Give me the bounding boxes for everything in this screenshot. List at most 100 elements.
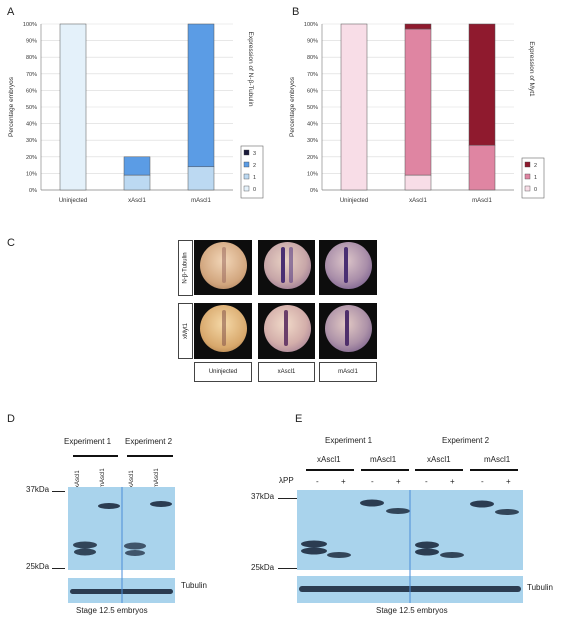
e-group-bar-2 — [361, 469, 409, 471]
d-lane-mascl1-2: mAscl1 — [154, 468, 160, 488]
chart-b-legend-swatch-0 — [524, 185, 531, 192]
chart-a-y-axis-label: Percentage embryos — [8, 76, 15, 137]
e-treatment-2: + — [341, 477, 346, 486]
chart-b-xtick-label: mAscl1 — [472, 198, 492, 204]
e-group-bar-3 — [415, 469, 463, 471]
chart-a-bar-mAscl1-series-1 — [187, 166, 215, 191]
chart-b-ytick-label: 90% — [307, 39, 318, 45]
d-caption: Stage 12.5 embryos — [76, 606, 148, 615]
chart-b-legend-label-0: 0 — [534, 187, 537, 193]
chart-a-legend-swatch-1 — [243, 173, 250, 180]
d-lane-xascl1-1: xAscl1 — [75, 470, 81, 488]
col-label-uninjected: Uninjected — [194, 362, 252, 382]
chart-b-legend-label-1: 1 — [534, 175, 537, 181]
e-group-xascl1-2: xAscl1 — [427, 455, 451, 464]
chart-a-legend-label-1: 1 — [253, 175, 256, 181]
chart-a-legend-label-0: 0 — [253, 187, 256, 193]
e-treatment-4: + — [396, 477, 401, 486]
chart-b-xtick-label: Uninjected — [340, 198, 368, 204]
chart-a-bar-xAscl1-series-2 — [123, 156, 151, 176]
chart-a-legend-label-3: 3 — [253, 151, 256, 157]
chart-a-ytick-label: 50% — [26, 105, 37, 111]
chart-b-ytick-label: 40% — [307, 122, 318, 128]
panel-label-a: A — [7, 6, 15, 18]
chart-b-ytick-label: 30% — [307, 138, 318, 144]
chart-b-ytick-label: 20% — [307, 155, 318, 161]
chart-b-legend-swatch-1 — [524, 173, 531, 180]
chart-a-legend-box — [240, 145, 264, 199]
chart-b-myt1: 0% 10% 20% 30% 40% 50% 60% 70% 80% 90% 100% Percent… — [289, 22, 545, 204]
row-label-xmyt1: xMyt1 — [182, 322, 189, 340]
d-lane-xascl1-2: xAscl1 — [129, 470, 135, 488]
e-treatment-7: - — [481, 477, 484, 486]
chart-b-xtick-label: xAscl1 — [409, 198, 427, 204]
d-experiment-1-label: Experiment 1 — [64, 437, 112, 446]
chart-a-xtick-label: mAscl1 — [191, 198, 211, 204]
chart-b-legend-label-2: 2 — [534, 163, 537, 169]
embryo-myt1-mascl1 — [319, 303, 377, 359]
chart-a-ytick-label: 80% — [26, 55, 37, 61]
chart-a-ytick-label: 40% — [26, 122, 37, 128]
e-treatment-3: - — [371, 477, 374, 486]
chart-b-ytick-label: 80% — [307, 55, 318, 61]
chart-a-legend-swatch-0 — [243, 185, 250, 192]
e-marker-25kda: 25kDa — [251, 563, 275, 572]
d-marker-37kda: 37kDa — [26, 485, 50, 494]
chart-a-legend-title: Expression of N-β-Tubulin — [247, 31, 254, 106]
e-group-bar-1 — [306, 469, 354, 471]
chart-a-bar-Uninjected-series-0 — [59, 23, 87, 191]
embryo-tubulin-mascl1 — [319, 240, 377, 295]
d-experiment-1-bar — [73, 455, 118, 457]
chart-b-bar-mAscl1-series-2 — [468, 23, 496, 146]
e-treatment-1: - — [316, 477, 319, 486]
e-blot-membrane — [297, 490, 523, 603]
chart-a-xtick-label: xAscl1 — [128, 198, 146, 204]
col-label-mascl1: mAscl1 — [319, 362, 377, 382]
e-experiment-1-label: Experiment 1 — [325, 436, 373, 445]
chart-b-legend-title: Expression of Myt1 — [528, 41, 535, 97]
e-treatment-5: - — [425, 477, 428, 486]
d-lane-mascl1-1: mAscl1 — [100, 468, 106, 488]
d-marker-25kda-tick — [52, 568, 65, 569]
chart-a-legend-swatch-3 — [243, 149, 250, 156]
chart-a-xtick-label: Uninjected — [59, 198, 87, 204]
chart-b-bar-mAscl1-series-1 — [468, 144, 496, 191]
chart-a-ytick-label: 90% — [26, 39, 37, 45]
d-experiment-2-bar — [127, 455, 173, 457]
chart-a-ytick-label: 0% — [29, 188, 37, 194]
chart-a-ytick-label: 70% — [26, 72, 37, 78]
e-treatment-6: + — [450, 477, 455, 486]
chart-b-ytick-label: 0% — [310, 188, 318, 194]
e-group-bar-4 — [470, 469, 518, 471]
chart-b-ytick-label: 100% — [304, 22, 318, 28]
d-marker-37kda-tick — [52, 491, 65, 492]
chart-b-legend-swatch-2 — [524, 161, 531, 168]
embryo-myt1-uninjected — [194, 303, 252, 359]
chart-b-bar-xAscl1-series-0 — [404, 174, 432, 191]
e-group-mascl1-2: mAscl1 — [484, 455, 511, 464]
e-group-mascl1-1: mAscl1 — [370, 455, 397, 464]
chart-b-bar-Uninjected-series-0 — [340, 23, 368, 191]
chart-a-ytick-label: 30% — [26, 138, 37, 144]
chart-b-y-axis-label: Percentage embryos — [289, 76, 296, 137]
chart-a-bar-xAscl1-series-1 — [123, 174, 151, 191]
chart-b-bar-xAscl1-series-1 — [404, 28, 432, 176]
e-marker-37kda-tick — [278, 498, 300, 499]
e-marker-25kda-tick — [278, 568, 300, 569]
chart-a-ytick-label: 10% — [26, 171, 37, 177]
e-marker-37kda: 37kDa — [251, 492, 275, 501]
row-label-n-beta-tubulin: N-β-Tubulin — [182, 252, 189, 284]
embryo-tubulin-xascl1 — [258, 240, 315, 295]
chart-b-ytick-label: 50% — [307, 105, 318, 111]
chart-b-bar-xAscl1-series-2 — [404, 23, 432, 30]
chart-a-ytick-label: 60% — [26, 88, 37, 94]
panel-label-e: E — [295, 413, 303, 425]
e-group-xascl1-1: xAscl1 — [317, 455, 341, 464]
chart-a-legend-swatch-2 — [243, 161, 250, 168]
d-experiment-2-label: Experiment 2 — [125, 437, 173, 446]
panel-label-d: D — [7, 413, 15, 425]
col-label-xascl1: xAscl1 — [258, 362, 315, 382]
e-experiment-2-label: Experiment 2 — [442, 436, 490, 445]
chart-a-ytick-label: 100% — [23, 22, 37, 28]
chart-a-ytick-label: 20% — [26, 155, 37, 161]
